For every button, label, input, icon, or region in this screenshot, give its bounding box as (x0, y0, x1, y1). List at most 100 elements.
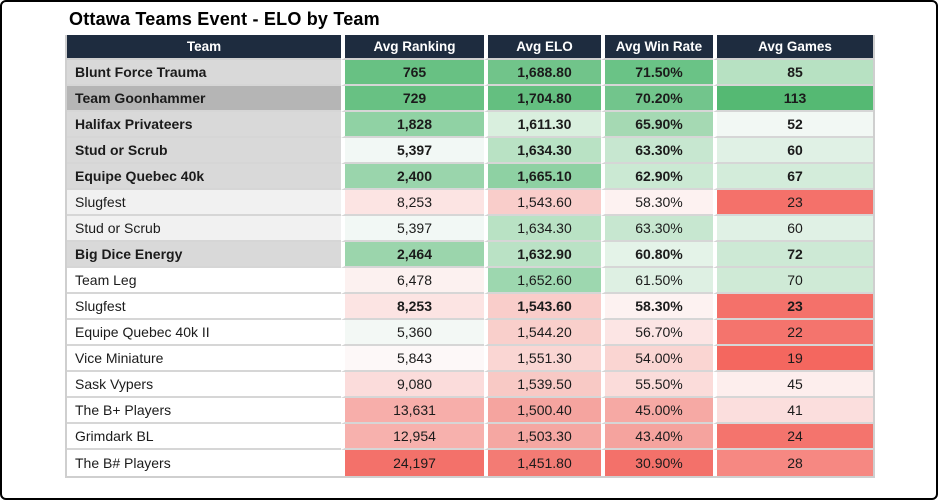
column-header-avg-games: Avg Games (713, 35, 873, 60)
value-cell: 58.30% (601, 294, 713, 320)
value-cell: 5,360 (341, 320, 484, 346)
page-title: Ottawa Teams Event - ELO by Team (69, 9, 380, 29)
table-row: Halifax Privateers 1,828 1,611.30 65.90% 52 (67, 112, 873, 138)
team-name-cell: Blunt Force Trauma (67, 60, 341, 86)
table-row: Team Goonhammer 729 1,704.80 70.20% 113 (67, 86, 873, 112)
value-cell: 113 (713, 86, 873, 112)
value-cell: 13,631 (341, 398, 484, 424)
value-cell: 1,544.20 (484, 320, 601, 346)
table-row: Equipe Quebec 40k II 5,360 1,544.20 56.70% 2… (67, 320, 873, 346)
value-cell: 19 (713, 346, 873, 372)
value-cell: 1,634.30 (484, 216, 601, 242)
value-cell: 54.00% (601, 346, 713, 372)
value-cell: 58.30% (601, 190, 713, 216)
elo-table-header: Team Avg Ranking Avg ELO Avg Win Rate Av… (67, 35, 873, 60)
team-name-cell: Equipe Quebec 40k II (67, 320, 341, 346)
team-name-cell: Stud or Scrub (67, 138, 341, 164)
team-name-cell: Equipe Quebec 40k (67, 164, 341, 190)
team-name-cell: Stud or Scrub (67, 216, 341, 242)
team-name-cell: Sask Vypers (67, 372, 341, 398)
team-name-cell: Halifax Privateers (67, 112, 341, 138)
value-cell: 6,478 (341, 268, 484, 294)
value-cell: 9,080 (341, 372, 484, 398)
team-name-cell: Slugfest (67, 294, 341, 320)
value-cell: 56.70% (601, 320, 713, 346)
value-cell: 1,539.50 (484, 372, 601, 398)
elo-table-body: Blunt Force Trauma 765 1,688.80 71.50% 85 Tea… (67, 60, 873, 476)
value-cell: 1,551.30 (484, 346, 601, 372)
header-row: Team Avg Ranking Avg ELO Avg Win Rate Av… (67, 35, 873, 60)
value-cell: 30.90% (601, 450, 713, 476)
value-cell: 72 (713, 242, 873, 268)
value-cell: 63.30% (601, 138, 713, 164)
table-row: Sask Vypers 9,080 1,539.50 55.50% 45 (67, 372, 873, 398)
value-cell: 1,828 (341, 112, 484, 138)
value-cell: 70.20% (601, 86, 713, 112)
value-cell: 765 (341, 60, 484, 86)
value-cell: 60.80% (601, 242, 713, 268)
value-cell: 1,634.30 (484, 138, 601, 164)
value-cell: 45.00% (601, 398, 713, 424)
team-name-cell: Slugfest (67, 190, 341, 216)
table-row: Equipe Quebec 40k 2,400 1,665.10 62.90% 67 (67, 164, 873, 190)
value-cell: 1,652.60 (484, 268, 601, 294)
value-cell: 23 (713, 294, 873, 320)
value-cell: 1,665.10 (484, 164, 601, 190)
value-cell: 70 (713, 268, 873, 294)
team-name-cell: The B+ Players (67, 398, 341, 424)
value-cell: 61.50% (601, 268, 713, 294)
value-cell: 1,543.60 (484, 294, 601, 320)
value-cell: 55.50% (601, 372, 713, 398)
value-cell: 2,464 (341, 242, 484, 268)
elo-table: Team Avg Ranking Avg ELO Avg Win Rate Av… (65, 35, 875, 478)
value-cell: 60 (713, 138, 873, 164)
value-cell: 729 (341, 86, 484, 112)
value-cell: 28 (713, 450, 873, 476)
table-row: Grimdark BL 12,954 1,503.30 43.40% 24 (67, 424, 873, 450)
value-cell: 65.90% (601, 112, 713, 138)
value-cell: 60 (713, 216, 873, 242)
table-row: Blunt Force Trauma 765 1,688.80 71.50% 85 (67, 60, 873, 86)
value-cell: 24,197 (341, 450, 484, 476)
table-row: Stud or Scrub 5,397 1,634.30 63.30% 60 (67, 138, 873, 164)
value-cell: 8,253 (341, 294, 484, 320)
value-cell: 85 (713, 60, 873, 86)
value-cell: 1,500.40 (484, 398, 601, 424)
value-cell: 1,632.90 (484, 242, 601, 268)
value-cell: 45 (713, 372, 873, 398)
value-cell: 43.40% (601, 424, 713, 450)
table-row: Vice Miniature 5,843 1,551.30 54.00% 19 (67, 346, 873, 372)
value-cell: 1,451.80 (484, 450, 601, 476)
column-header-team: Team (67, 35, 341, 60)
value-cell: 63.30% (601, 216, 713, 242)
value-cell: 52 (713, 112, 873, 138)
column-header-avg-elo: Avg ELO (484, 35, 601, 60)
value-cell: 5,843 (341, 346, 484, 372)
value-cell: 1,688.80 (484, 60, 601, 86)
table-row: Slugfest 8,253 1,543.60 58.30% 23 (67, 190, 873, 216)
table-row: Stud or Scrub 5,397 1,634.30 63.30% 60 (67, 216, 873, 242)
value-cell: 8,253 (341, 190, 484, 216)
table-row: Slugfest 8,253 1,543.60 58.30% 23 (67, 294, 873, 320)
team-name-cell: Team Leg (67, 268, 341, 294)
team-name-cell: The B# Players (67, 450, 341, 476)
value-cell: 1,704.80 (484, 86, 601, 112)
value-cell: 22 (713, 320, 873, 346)
value-cell: 24 (713, 424, 873, 450)
value-cell: 71.50% (601, 60, 713, 86)
team-name-cell: Vice Miniature (67, 346, 341, 372)
team-name-cell: Big Dice Energy (67, 242, 341, 268)
value-cell: 2,400 (341, 164, 484, 190)
value-cell: 1,503.30 (484, 424, 601, 450)
value-cell: 1,611.30 (484, 112, 601, 138)
team-name-cell: Grimdark BL (67, 424, 341, 450)
value-cell: 1,543.60 (484, 190, 601, 216)
value-cell: 41 (713, 398, 873, 424)
table-row: Team Leg 6,478 1,652.60 61.50% 70 (67, 268, 873, 294)
table-row: The B# Players 24,197 1,451.80 30.90% 28 (67, 450, 873, 476)
table-row: Big Dice Energy 2,464 1,632.90 60.80% 72 (67, 242, 873, 268)
value-cell: 5,397 (341, 216, 484, 242)
value-cell: 5,397 (341, 138, 484, 164)
value-cell: 12,954 (341, 424, 484, 450)
column-header-avg-ranking: Avg Ranking (341, 35, 484, 60)
